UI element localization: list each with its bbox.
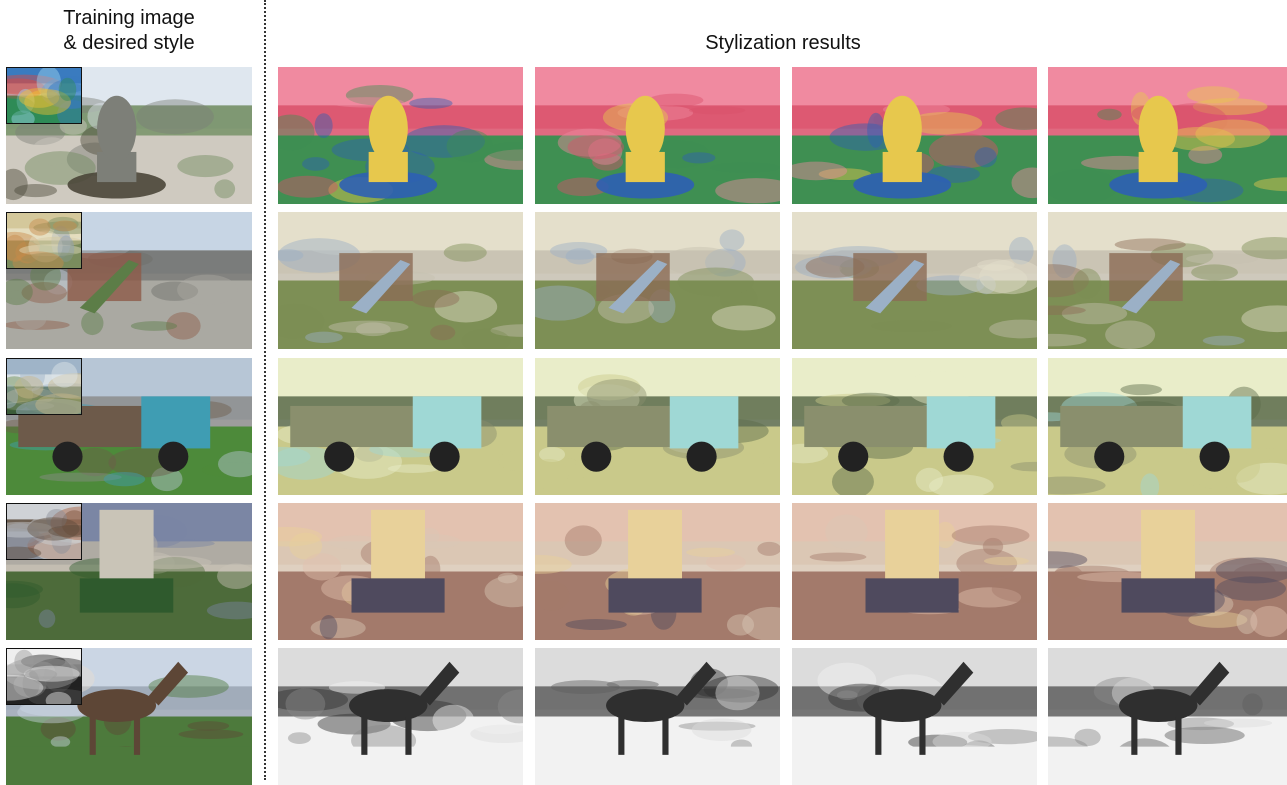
stylized-result-image <box>1048 503 1287 640</box>
stylized-result-image <box>1048 67 1287 204</box>
style-reference-image <box>6 648 82 705</box>
stylized-result-image <box>792 212 1037 349</box>
style-reference-image <box>6 358 82 415</box>
training-column-header: Training image & desired style <box>6 6 252 56</box>
stylized-result-image <box>278 67 523 204</box>
stylized-result-image <box>278 648 523 785</box>
stylized-result-image <box>535 358 780 495</box>
stylized-result-image <box>792 648 1037 785</box>
stylized-result-image <box>535 503 780 640</box>
training-image <box>6 648 252 785</box>
stylized-result-image <box>1048 358 1287 495</box>
stylized-result-image <box>1048 212 1287 349</box>
style-reference-image <box>6 212 82 269</box>
stylized-result-image <box>278 503 523 640</box>
column-divider <box>264 0 266 780</box>
stylized-result-image <box>278 358 523 495</box>
style-reference-image <box>6 503 82 560</box>
stylized-result-image <box>792 67 1037 204</box>
stylized-result-image <box>535 67 780 204</box>
stylized-result-image <box>535 648 780 785</box>
stylized-result-image <box>535 212 780 349</box>
training-image <box>6 358 252 495</box>
training-image <box>6 212 252 349</box>
training-image <box>6 67 252 204</box>
style-reference-image <box>6 67 82 124</box>
stylized-result-image <box>792 358 1037 495</box>
training-image <box>6 503 252 640</box>
stylized-result-image <box>792 503 1037 640</box>
stylized-result-image <box>1048 648 1287 785</box>
stylized-result-image <box>278 212 523 349</box>
results-column-header: Stylization results <box>278 31 1287 56</box>
